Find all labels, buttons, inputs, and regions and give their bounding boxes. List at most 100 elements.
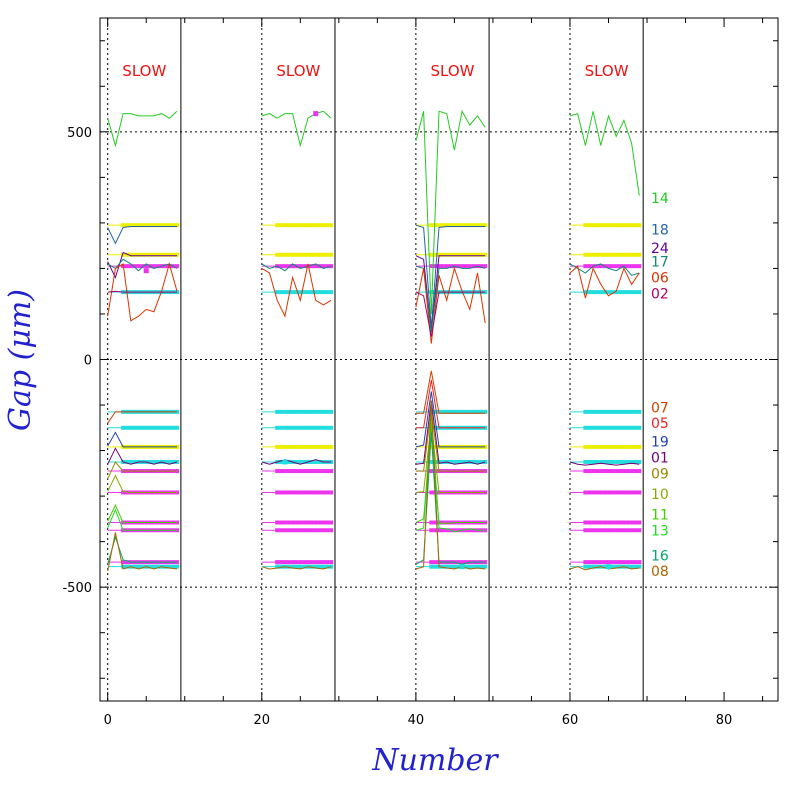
flat-level-point (602, 560, 607, 565)
flat-level-point (610, 564, 615, 569)
flat-level-point (163, 459, 168, 464)
flat-level-point (633, 560, 638, 565)
flat-level-point (614, 444, 619, 449)
flat-level-point (279, 564, 284, 569)
flat-level-point (121, 223, 126, 228)
flat-level-point (475, 252, 480, 257)
flat-level-point (279, 264, 284, 269)
flat-level-point (290, 564, 295, 569)
flat-level-point (587, 252, 592, 257)
flat-level-point (294, 444, 299, 449)
flat-level-point (298, 252, 303, 257)
flat-level-point (282, 264, 287, 269)
x-tick-label: 40 (408, 713, 425, 728)
flat-level-point (618, 528, 623, 533)
flat-level-point (151, 564, 156, 569)
flat-level-point (452, 223, 457, 228)
flat-level-point (290, 425, 295, 430)
flat-level-point (614, 223, 619, 228)
flat-level-point (614, 528, 619, 533)
flat-level-point (633, 264, 638, 269)
flat-level-point (587, 290, 592, 295)
flat-level-point (309, 444, 314, 449)
flat-level-point (629, 223, 634, 228)
series-label-09: 09 (651, 466, 669, 482)
flat-level-point (321, 490, 326, 495)
series-label-11: 11 (651, 507, 669, 523)
flat-level-point (309, 564, 314, 569)
flat-level-point (598, 528, 603, 533)
flat-level-point (275, 425, 280, 430)
flat-level-point (321, 409, 326, 414)
flat-level-point (463, 409, 468, 414)
flat-level-point (625, 520, 630, 525)
series-16-line (415, 432, 486, 565)
flat-level-point (167, 459, 172, 464)
flat-level-point (467, 264, 472, 269)
series-label-24: 24 (651, 241, 669, 257)
flat-level-point (317, 528, 322, 533)
flat-level-point (629, 560, 634, 565)
flat-level-point (610, 290, 615, 295)
flat-level-point (456, 264, 461, 269)
flat-level-point (286, 223, 291, 228)
flat-level-point (286, 528, 291, 533)
flat-level-point (598, 409, 603, 414)
flat-level-point (175, 444, 180, 449)
flat-level-point (625, 290, 630, 295)
flat-level-point (637, 560, 642, 565)
x-tick-label: 60 (562, 713, 579, 728)
flat-level-point (598, 252, 603, 257)
flat-level-point (479, 459, 484, 464)
flat-level-point (279, 520, 284, 525)
flat-level-point (621, 560, 626, 565)
flat-level-point (171, 223, 176, 228)
flat-level-point (591, 469, 596, 474)
flat-level-point (614, 520, 619, 525)
flat-level-point (275, 290, 280, 295)
flat-level-point (610, 425, 615, 430)
flat-level-point (591, 290, 596, 295)
flat-level-point (610, 560, 615, 565)
flat-level-point (440, 409, 445, 414)
flat-level-point (163, 564, 168, 569)
flat-level-point (302, 409, 307, 414)
flat-level-point (610, 459, 615, 464)
flat-level-point (633, 425, 638, 430)
flat-level-point (279, 290, 284, 295)
flat-level-point (452, 564, 457, 569)
x-tick-label: 20 (254, 713, 271, 728)
flat-level-point (621, 459, 626, 464)
flat-level-point (618, 520, 623, 525)
flat-level-point (625, 469, 630, 474)
y-tick-label: 0 (84, 354, 92, 369)
flat-level-point (471, 564, 476, 569)
flat-level-point (155, 459, 160, 464)
flat-level-point (155, 223, 160, 228)
data-marker (282, 459, 288, 465)
series-09-line (107, 461, 177, 480)
series-label-16: 16 (651, 548, 669, 564)
series-06-line (107, 262, 178, 322)
flat-level-point (321, 444, 326, 449)
flat-level-point (637, 425, 642, 430)
flat-level-point (598, 459, 603, 464)
flat-level-point (460, 459, 465, 464)
flat-level-point (282, 490, 287, 495)
flat-level-point (633, 469, 638, 474)
flat-level-point (298, 560, 303, 565)
flat-level-point (132, 425, 137, 430)
flat-level-point (444, 520, 449, 525)
data-marker (606, 564, 611, 570)
flat-level-point (467, 409, 472, 414)
flat-level-point (282, 444, 287, 449)
flat-level-point (587, 425, 592, 430)
flat-level-point (309, 528, 314, 533)
flat-level-point (309, 560, 314, 565)
flat-level-point (598, 469, 603, 474)
flat-level-point (621, 444, 626, 449)
flat-level-point (298, 459, 303, 464)
y-tick-label: -500 (62, 581, 92, 596)
flat-level-point (325, 223, 330, 228)
flat-level-point (610, 252, 615, 257)
